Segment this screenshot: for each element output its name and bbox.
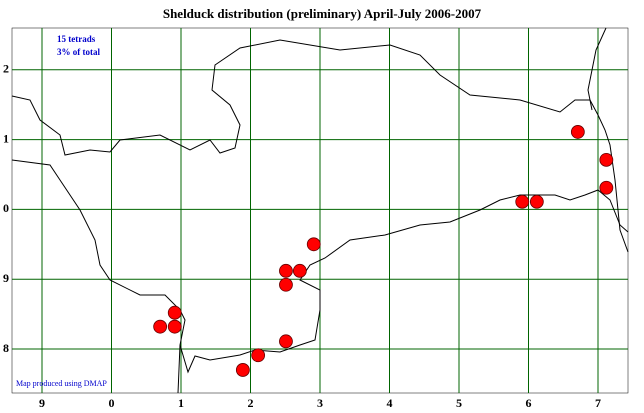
record-dot: [292, 263, 307, 278]
x-tick-label: 2: [248, 396, 254, 410]
record-dot: [167, 319, 182, 334]
record-dot: [279, 263, 293, 278]
map-title: Shelduck distribution (preliminary) Apri…: [163, 6, 482, 21]
record-dot: [167, 305, 182, 320]
credit: Map produced using DMAP: [16, 379, 107, 388]
x-tick-label: 0: [109, 396, 115, 410]
record-dot: [529, 194, 544, 209]
record-share: 3% of total: [57, 47, 100, 57]
y-tick-label: 2: [3, 62, 9, 76]
y-tick-label: 8: [3, 341, 9, 355]
records: [153, 125, 614, 377]
x-tick-label: 9: [39, 396, 45, 410]
coastline: [11, 39, 629, 253]
y-tick-label: 1: [3, 131, 9, 145]
record-dot: [153, 319, 168, 334]
record-dot: [570, 125, 585, 139]
x-tick-label: 7: [595, 396, 601, 410]
record-dot: [599, 180, 614, 195]
y-tick-label: 0: [3, 201, 9, 215]
record-dot: [599, 152, 614, 167]
y-tick-label: 9: [3, 271, 9, 285]
x-tick-label: 4: [387, 396, 393, 410]
record-dot: [235, 363, 250, 377]
coastline: [179, 189, 629, 374]
record-count: 15 tetrads: [57, 34, 96, 44]
record-dot: [515, 194, 530, 209]
x-tick-label: 3: [317, 396, 323, 410]
record-dot: [279, 277, 293, 292]
x-tick-label: 6: [526, 396, 532, 410]
x-tick-label: 1: [178, 396, 184, 410]
coastline: [587, 27, 607, 111]
record-dot: [306, 237, 321, 252]
x-tick-label: 5: [456, 396, 462, 410]
record-dot: [251, 348, 266, 363]
record-dot: [279, 334, 293, 349]
coastline: [11, 159, 186, 394]
grid: 9 0 1 2 3 4 5 6 7 8 9 0 1 2: [3, 28, 628, 410]
